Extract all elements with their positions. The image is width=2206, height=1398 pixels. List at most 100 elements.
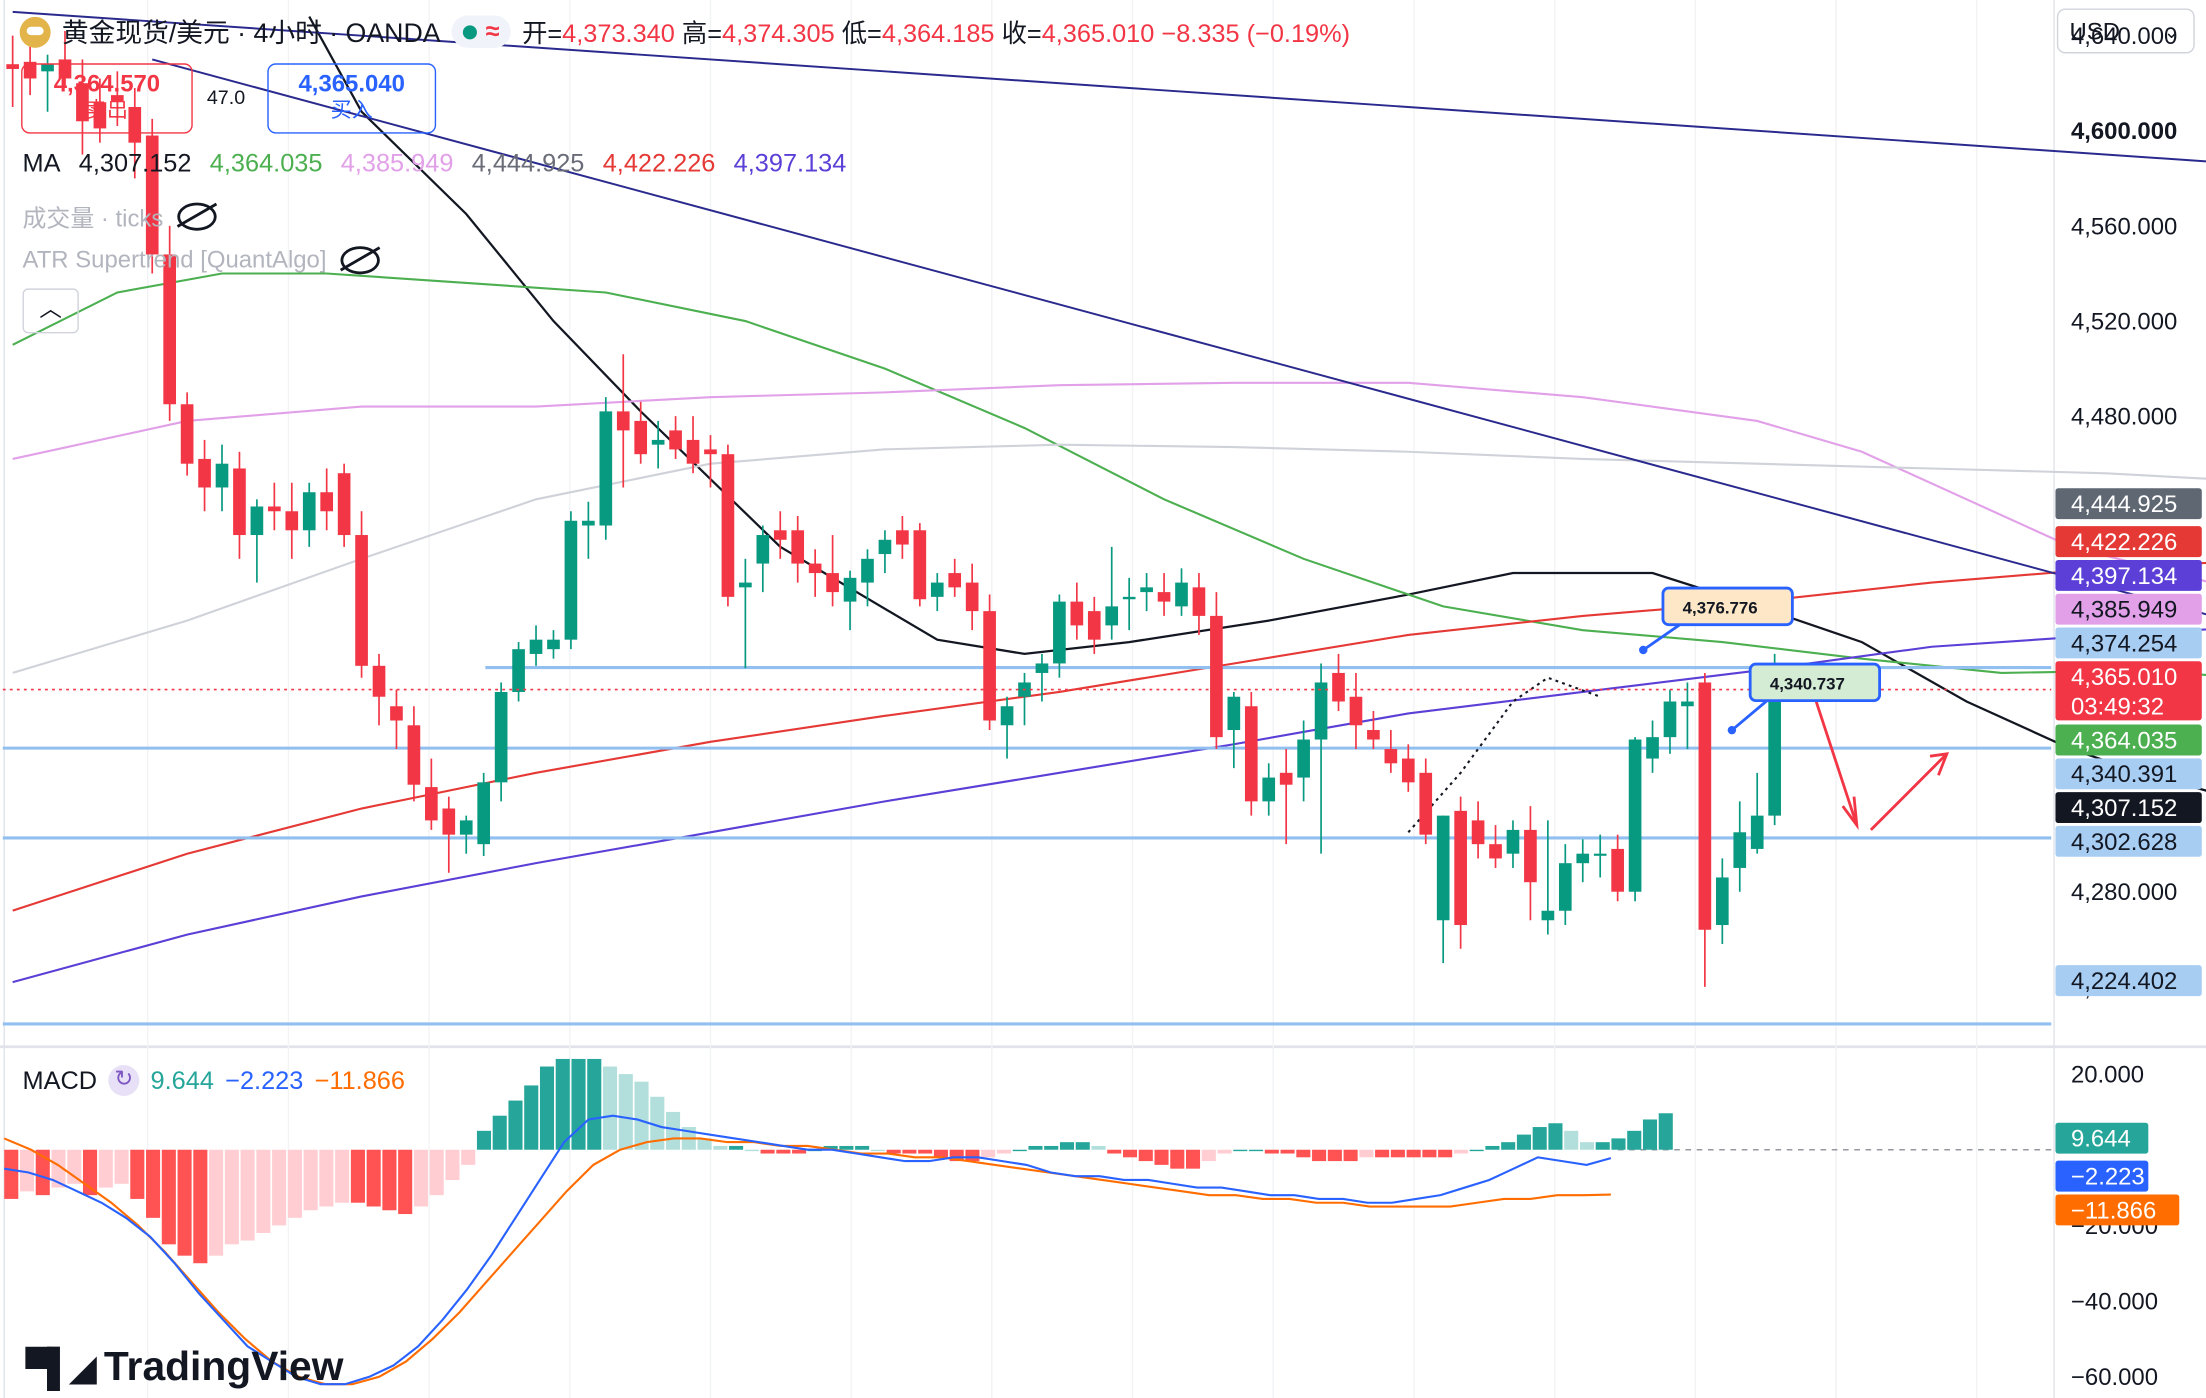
candle-body	[76, 83, 89, 122]
ma-legend[interactable]: MA 4,307.152 4,364.035 4,385.949 4,444.9…	[23, 149, 858, 179]
macd-label: MACD	[22, 1065, 98, 1094]
macd-histogram-bar	[1406, 1149, 1421, 1158]
volume-legend[interactable]: 成交量 · ticks	[23, 198, 217, 233]
macd-histogram-bar	[382, 1149, 397, 1211]
macd-histogram-bar	[240, 1149, 255, 1241]
macd-histogram-bar	[1548, 1123, 1563, 1150]
wave-icon: ≈	[485, 16, 500, 46]
candle-body	[878, 539, 892, 555]
macd-histogram-bar	[366, 1149, 381, 1207]
macd-histogram-bar	[697, 1138, 712, 1150]
symbol-title[interactable]: 黄金现货/美元 · 4小时 · OANDA	[61, 19, 441, 50]
macd-histogram-bar	[319, 1149, 334, 1207]
atr-legend[interactable]: ATR Supertrend [QuantAlgo]	[23, 246, 380, 275]
candle-body	[1035, 663, 1049, 673]
candle-body	[372, 665, 386, 697]
price-axis-badge	[2055, 965, 2202, 997]
hidden-eye-icon[interactable]	[177, 201, 217, 231]
candle-body	[1576, 853, 1590, 864]
candle-body	[1140, 587, 1153, 593]
close-label: 收=	[1001, 18, 1042, 48]
ohlc-readout: 开=4,373.340 高=4,374.305 低=4,364.185 收=4,…	[522, 13, 1350, 50]
candle-body	[1279, 772, 1293, 785]
candle-body	[1053, 601, 1066, 664]
market-status[interactable]: ≈	[451, 15, 511, 48]
macd-histogram-bar	[1359, 1149, 1374, 1158]
macd-histogram-bar	[634, 1081, 649, 1150]
candle-body	[1262, 777, 1276, 802]
candle-body	[826, 573, 839, 593]
macd-histogram-bar	[1264, 1149, 1279, 1154]
macd-histogram-bar	[855, 1145, 870, 1150]
macd-histogram-bar	[461, 1149, 476, 1165]
candle-body	[320, 492, 334, 512]
macd-histogram-bar	[98, 1149, 113, 1188]
macd-histogram-bar	[981, 1149, 996, 1158]
candle-body	[547, 639, 560, 650]
moving-average-line	[12, 561, 2206, 912]
candle-body	[41, 64, 54, 72]
candle-body	[1663, 701, 1677, 738]
volume-label: 成交量 · ticks	[22, 205, 164, 233]
moving-average-line	[12, 381, 2206, 583]
macd-histogram-bar	[130, 1149, 145, 1199]
forecast-arrow-head	[1841, 796, 1859, 831]
macd-histogram-bar	[51, 1149, 66, 1188]
macd-histogram-bar	[587, 1058, 602, 1150]
macd-histogram-bar	[666, 1111, 681, 1150]
macd-axis-badge-label: 9.644	[2071, 1126, 2131, 1153]
macd-histogram-bar	[1028, 1145, 1043, 1150]
candle-body	[1628, 739, 1642, 892]
macd-legend[interactable]: MACD ↻ 9.644 −2.223 −11.866	[23, 1065, 405, 1096]
macd-histogram-bar	[1658, 1113, 1673, 1150]
price-axis-badge-label: 4,307.152	[2071, 795, 2177, 822]
hidden-eye-icon[interactable]	[340, 246, 380, 275]
candle-body	[634, 420, 648, 455]
tradingview-logo[interactable]: ▀▌◢ TradingView	[25, 1345, 343, 1391]
price-axis-badge-label: 4,364.035	[2071, 727, 2177, 754]
gold-symbol-icon	[19, 16, 51, 48]
currency-select[interactable]: USD ⌄	[2056, 8, 2195, 54]
sell-button[interactable]: 4,364.570 卖出	[21, 63, 193, 134]
candle-body	[1593, 853, 1607, 856]
macd-histogram-bar	[965, 1149, 980, 1162]
refresh-icon[interactable]: ↻	[108, 1065, 140, 1096]
price-axis-badge	[2055, 559, 2202, 591]
ma-value-5: 4,422.226	[602, 149, 716, 178]
macd-histogram-bar	[886, 1149, 901, 1154]
candle-body	[843, 577, 857, 602]
trendline	[12, 10, 2206, 163]
macd-axis-badge	[2055, 1194, 2180, 1226]
price-axis-badge	[2055, 825, 2202, 857]
buy-button[interactable]: 4,365.040 买入	[267, 63, 437, 134]
candle-body	[425, 787, 438, 821]
macd-histogram-bar	[555, 1058, 570, 1150]
macd-histogram-bar	[1375, 1149, 1390, 1158]
candle-body	[948, 573, 962, 588]
macd-histogram-bar	[1469, 1149, 1484, 1152]
price-tick-label: 4,480.000	[2071, 404, 2177, 431]
candle-body	[983, 611, 996, 721]
buy-label: 买入	[330, 98, 373, 123]
candle-body	[1244, 706, 1258, 802]
ma-label: MA	[22, 149, 61, 178]
macd-histogram-bar	[618, 1074, 633, 1150]
macd-histogram-bar	[1438, 1149, 1453, 1158]
candle-body	[233, 468, 246, 536]
candle-body	[756, 535, 770, 564]
macd-histogram-bar	[445, 1149, 460, 1181]
ma-value-1: 4,307.152	[78, 149, 192, 178]
price-tick-label: 4,280.000	[2071, 879, 2177, 906]
close-value: 4,365.010	[1041, 18, 1155, 48]
chevron-up-icon[interactable]: ︿	[22, 288, 79, 334]
candle-body	[1646, 737, 1659, 759]
candle-body	[1367, 730, 1380, 740]
macd-histogram-bar	[1107, 1149, 1122, 1154]
macd-histogram-bar	[713, 1145, 728, 1150]
candle-body	[1715, 877, 1729, 926]
macd-histogram-bar	[1485, 1145, 1500, 1150]
tradingview-wordmark: TradingView	[103, 1344, 344, 1391]
price-axis-badge	[2055, 758, 2202, 790]
macd-histogram-bar	[335, 1149, 350, 1203]
